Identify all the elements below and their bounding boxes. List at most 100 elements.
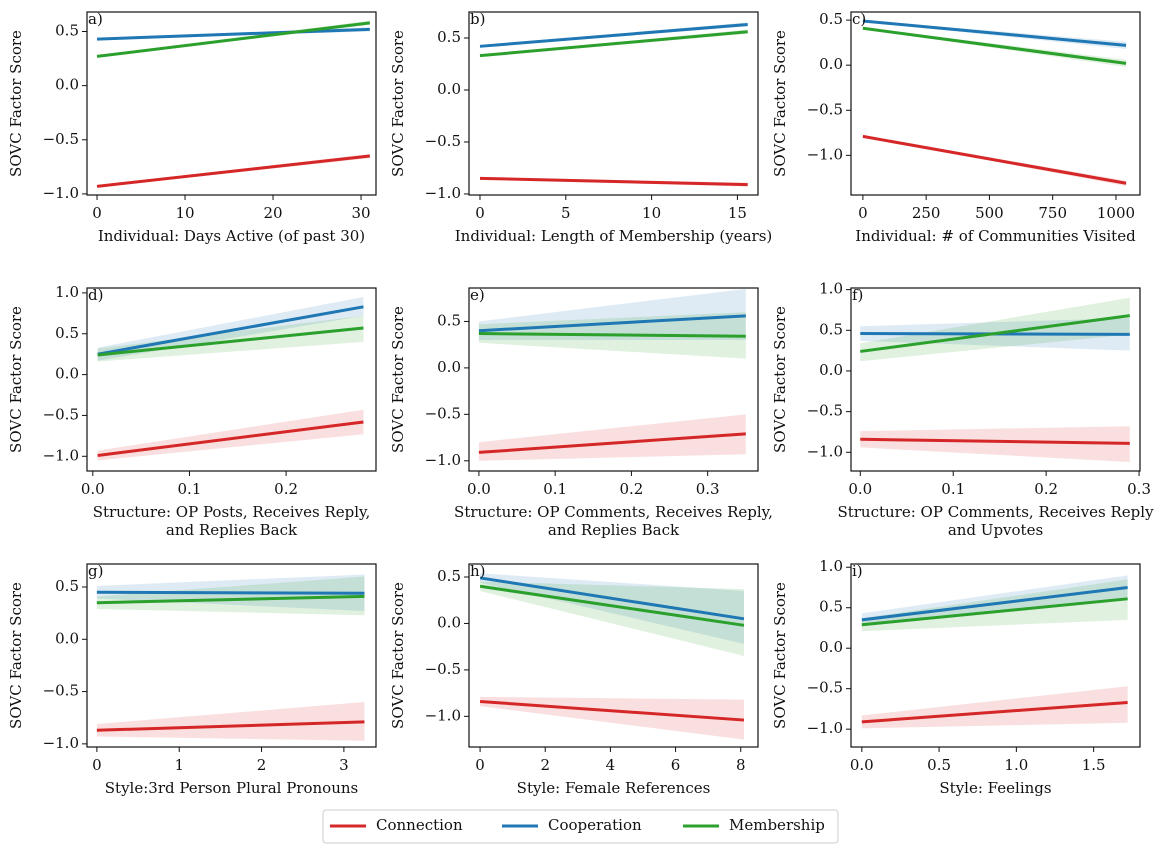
regression-line — [861, 585, 1128, 622]
y-axis-label: SOVC Factor Score — [7, 306, 25, 453]
panel-label: e) — [470, 286, 485, 304]
x-tick-label: 15 — [728, 204, 747, 222]
y-tick-label: −1.0 — [807, 719, 843, 737]
x-tick-label: 0 — [475, 756, 485, 774]
plot-area — [861, 575, 1128, 729]
regression-line — [479, 699, 745, 722]
y-tick-label: 0.0 — [819, 361, 843, 379]
y-tick-label: 1.0 — [55, 283, 79, 301]
confidence-band — [97, 296, 364, 361]
x-tick-label: 30 — [351, 204, 370, 222]
confidence-band — [861, 575, 1128, 627]
regression-line — [479, 576, 745, 621]
x-axis-label: Structure: OP Posts, Receives Reply, — [93, 503, 371, 521]
panel-label: c) — [852, 10, 866, 28]
confidence-band — [97, 409, 364, 461]
x-tick-label: 8 — [736, 756, 746, 774]
regression-line — [96, 154, 371, 188]
y-tick-label: 1.0 — [819, 557, 843, 575]
x-tick-label: 0.1 — [178, 480, 202, 498]
y-axis-label: SOVC Factor Score — [771, 582, 789, 729]
panel-label: f) — [852, 286, 863, 304]
x-tick-label: 0 — [92, 204, 102, 222]
y-tick-label: 0.0 — [819, 638, 843, 656]
x-tick-label: 0.2 — [274, 480, 298, 498]
axes-frame — [468, 287, 759, 472]
x-axis-label: Style: Feelings — [939, 779, 1051, 797]
legend-label: Connection — [376, 816, 463, 834]
y-tick-label: 0.0 — [55, 76, 79, 94]
y-axis-label: SOVC Factor Score — [389, 306, 407, 453]
regression-line — [97, 326, 364, 357]
regression-line — [478, 332, 746, 338]
y-tick-label: 1.0 — [819, 280, 843, 298]
axes-frame — [468, 563, 759, 748]
plot-area — [479, 573, 745, 740]
axes-frame — [86, 287, 377, 472]
regression-line — [96, 21, 371, 58]
x-tick-label: 0.0 — [81, 480, 105, 498]
y-axis-label: SOVC Factor Score — [389, 30, 407, 177]
panel-label: b) — [470, 10, 485, 28]
regression-line — [96, 27, 370, 41]
confidence-band — [861, 579, 1128, 632]
confidence-band — [860, 426, 1130, 463]
x-tick-label: 6 — [671, 756, 681, 774]
x-tick-label: 10 — [175, 204, 194, 222]
confidence-band — [96, 702, 365, 741]
regression-line — [861, 597, 1128, 627]
x-axis-label: Structure: OP Comments, Receives Reply — [837, 503, 1154, 521]
x-tick-label: 0.3 — [1127, 480, 1151, 498]
plot-area — [478, 288, 746, 461]
axes-frame — [850, 563, 1141, 748]
plot-area — [479, 22, 748, 187]
regression-line — [97, 305, 364, 356]
x-tick-label: 2 — [257, 756, 267, 774]
panel-label: i) — [852, 562, 863, 580]
x-axis-label: Style:3rd Person Plural Pronouns — [105, 779, 358, 797]
confidence-band — [96, 576, 365, 616]
y-tick-label: −0.5 — [807, 402, 843, 420]
x-tick-label: 20 — [263, 204, 282, 222]
y-axis-label: SOVC Factor Score — [771, 306, 789, 453]
x-tick-label: 750 — [1038, 204, 1067, 222]
panel-label: d) — [88, 286, 103, 304]
axes-frame — [86, 11, 377, 196]
axes-frame — [468, 11, 759, 196]
y-tick-label: 0.0 — [55, 365, 79, 383]
regression-line — [96, 594, 365, 605]
y-axis-label: SOVC Factor Score — [389, 582, 407, 729]
legend-box — [322, 809, 839, 844]
x-tick-label: 0 — [475, 204, 485, 222]
y-tick-label: 0.5 — [55, 21, 79, 39]
y-tick-label: −0.5 — [425, 404, 461, 422]
regression-line — [862, 134, 1127, 185]
y-tick-label: 0.0 — [437, 358, 461, 376]
panel-label: a) — [88, 10, 103, 28]
y-tick-label: 0.5 — [437, 28, 461, 46]
x-tick-label: 0 — [858, 204, 868, 222]
legend-label: Membership — [729, 816, 825, 834]
x-axis-label: and Replies Back — [548, 521, 680, 539]
x-tick-label: 0.2 — [1034, 480, 1058, 498]
y-tick-label: −1.0 — [425, 184, 461, 202]
y-tick-label: 0.5 — [437, 567, 461, 585]
regression-line — [862, 19, 1127, 47]
regression-line — [862, 26, 1127, 65]
y-axis-label: SOVC Factor Score — [7, 30, 25, 177]
x-tick-label: 5 — [561, 204, 571, 222]
y-tick-label: −1.0 — [43, 734, 79, 752]
confidence-band — [480, 581, 744, 656]
panel-label: g) — [88, 562, 103, 580]
y-tick-label: 0.5 — [819, 10, 843, 28]
y-tick-label: −1.0 — [425, 706, 461, 724]
x-tick-label: 1.5 — [1082, 756, 1106, 774]
regression-line — [96, 720, 365, 732]
x-tick-label: 0.0 — [467, 480, 491, 498]
x-tick-label: 1000 — [1097, 204, 1135, 222]
y-tick-label: −0.5 — [425, 660, 461, 678]
x-axis-label: Individual: # of Communities Visited — [855, 227, 1136, 245]
regression-line — [860, 437, 1130, 445]
y-axis-label: SOVC Factor Score — [7, 582, 25, 729]
